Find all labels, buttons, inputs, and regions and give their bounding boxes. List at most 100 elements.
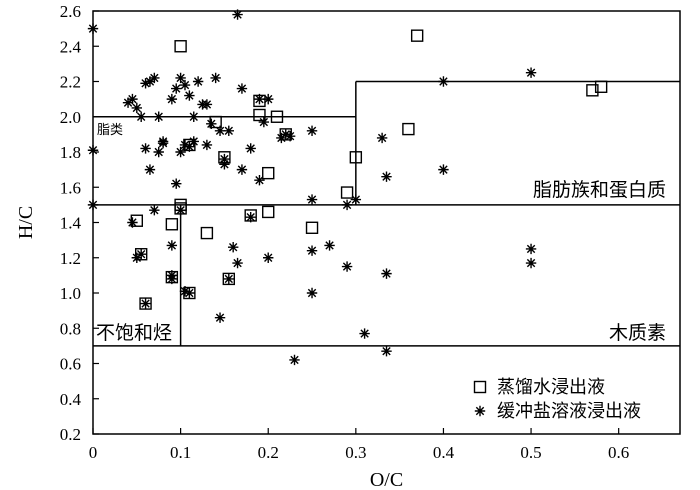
y-tick-label: 1.2 bbox=[60, 249, 81, 268]
y-tick-label: 2.4 bbox=[60, 37, 82, 56]
asterisk-point bbox=[153, 146, 164, 158]
asterisk-point bbox=[122, 97, 134, 108]
x-tick-label: 0 bbox=[89, 443, 98, 462]
x-tick-label: 0.2 bbox=[258, 443, 279, 462]
asterisk-point bbox=[206, 118, 217, 129]
tick-labels: 0 0.1 0.2 0.3 0.4 0.5 0.6 0.2 0.4 0.6 0.8 1.0 1.2 1.4… bbox=[60, 2, 630, 462]
asterisk-point bbox=[341, 261, 353, 272]
asterisk-point bbox=[438, 76, 449, 87]
asterisk-point bbox=[144, 76, 156, 87]
asterisk-point bbox=[219, 153, 230, 165]
asterisk-point bbox=[350, 194, 362, 205]
asterisk-point bbox=[179, 139, 191, 151]
y-tick-label: 1.8 bbox=[60, 143, 81, 162]
region-label: 脂肪族和蛋白质 bbox=[533, 179, 666, 201]
asterisk-point bbox=[135, 111, 147, 122]
asterisk-point bbox=[201, 99, 213, 110]
y-tick-label: 2.0 bbox=[60, 108, 81, 127]
asterisk-point bbox=[153, 111, 164, 122]
x-axis-label: O/C bbox=[370, 469, 403, 490]
asterisk-point bbox=[184, 287, 195, 299]
asterisk-point bbox=[381, 171, 392, 182]
asterisk-point bbox=[140, 143, 151, 154]
asterisk-point bbox=[179, 286, 191, 297]
asterisk-point bbox=[135, 249, 147, 260]
asterisk-point bbox=[223, 273, 234, 285]
square-point bbox=[270, 110, 284, 123]
asterisk-point bbox=[289, 354, 300, 366]
series-buffer-salt bbox=[87, 9, 537, 366]
asterisk-point bbox=[127, 93, 138, 105]
asterisk-point bbox=[214, 312, 226, 323]
asterisk-point bbox=[188, 111, 199, 122]
asterisk-point bbox=[157, 137, 169, 149]
asterisk-point bbox=[525, 257, 537, 269]
square-point bbox=[222, 272, 235, 286]
region-label: 不饱和烃 bbox=[96, 322, 172, 344]
square-point bbox=[340, 186, 354, 199]
asterisk-point bbox=[306, 287, 318, 299]
region-boundaries bbox=[93, 80, 680, 347]
square-point bbox=[165, 218, 179, 231]
square-point bbox=[200, 226, 214, 240]
asterisk-point bbox=[171, 83, 182, 94]
asterisk-point bbox=[171, 178, 182, 189]
asterisk-point bbox=[227, 241, 239, 253]
legend-asterisk-marker bbox=[474, 405, 486, 417]
asterisk-point bbox=[175, 146, 186, 158]
asterisk-point bbox=[140, 298, 151, 309]
y-tick-label: 0.4 bbox=[60, 390, 82, 409]
asterisk-point bbox=[254, 175, 265, 186]
y-tick-label: 1.6 bbox=[60, 178, 81, 197]
asterisk-point bbox=[341, 199, 353, 211]
asterisk-point bbox=[188, 136, 199, 147]
x-tick-label: 0.3 bbox=[345, 443, 366, 462]
asterisk-point bbox=[175, 204, 186, 216]
square-point bbox=[139, 297, 152, 310]
y-tick-label: 0.8 bbox=[60, 319, 81, 338]
square-point bbox=[305, 221, 319, 234]
asterisk-point bbox=[232, 257, 243, 269]
x-tick-label: 0.6 bbox=[608, 443, 629, 462]
asterisk-point bbox=[254, 93, 265, 105]
asterisk-point bbox=[140, 78, 151, 89]
asterisk-point bbox=[184, 90, 195, 101]
asterisk-point bbox=[131, 252, 143, 263]
asterisk-point bbox=[166, 240, 178, 251]
square-point bbox=[349, 151, 363, 164]
legend-label: 缓冲盐溶液浸出液 bbox=[497, 401, 641, 422]
axes bbox=[92, 10, 681, 435]
asterisk-point bbox=[127, 217, 138, 228]
asterisk-point bbox=[144, 164, 156, 175]
data-points bbox=[87, 9, 608, 366]
asterisk-point bbox=[166, 273, 178, 285]
y-tick-label: 1.4 bbox=[60, 214, 82, 233]
region-label: 木质素 bbox=[609, 322, 666, 344]
asterisk-point bbox=[166, 93, 178, 105]
asterisk-point bbox=[525, 67, 537, 78]
asterisk-point bbox=[184, 141, 195, 152]
asterisk-point bbox=[306, 245, 318, 256]
asterisk-point bbox=[284, 130, 296, 142]
asterisk-point bbox=[236, 83, 248, 94]
y-tick-label: 2.2 bbox=[60, 73, 81, 92]
asterisk-point bbox=[223, 125, 234, 137]
asterisk-point bbox=[192, 76, 204, 87]
x-tick-label: 0.1 bbox=[170, 443, 191, 462]
asterisk-point bbox=[245, 143, 256, 154]
asterisk-point bbox=[359, 328, 370, 339]
asterisk-point bbox=[236, 164, 248, 175]
asterisk-point bbox=[232, 9, 243, 20]
square-point bbox=[262, 205, 275, 219]
asterisk-point bbox=[175, 72, 186, 84]
asterisk-point bbox=[131, 102, 143, 114]
square-point bbox=[586, 84, 599, 97]
y-tick-label: 0.2 bbox=[60, 425, 81, 444]
x-tick-label: 0.4 bbox=[433, 443, 455, 462]
asterisk-point bbox=[258, 116, 270, 128]
asterisk-point bbox=[438, 164, 449, 175]
y-axis-label: H/C bbox=[15, 206, 37, 239]
square-point bbox=[253, 108, 266, 122]
